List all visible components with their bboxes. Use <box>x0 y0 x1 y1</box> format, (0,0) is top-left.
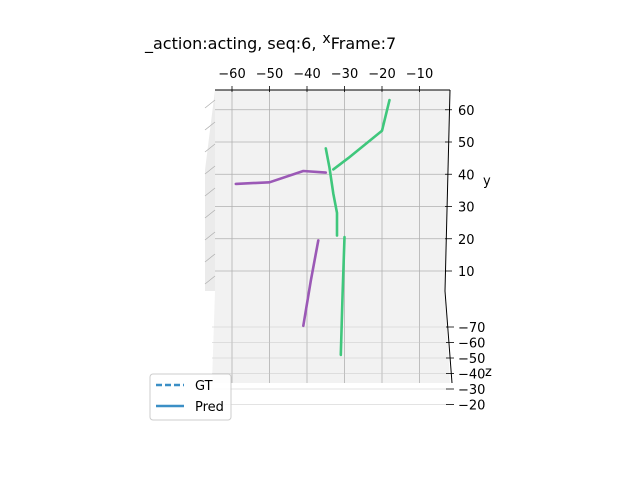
y-tick-label: 60 <box>458 104 475 119</box>
y-axis-label: y <box>483 174 491 189</box>
chart-title-text: _action:acting, seq:6, <box>145 34 317 53</box>
legend: GT Pred <box>149 373 232 421</box>
chart-title: _action:acting, seq:6, xFrame:7 <box>145 31 397 53</box>
x-tick-label: −10 <box>406 67 433 82</box>
z-axis-line <box>444 290 453 384</box>
z-tick-label: −20 <box>458 399 485 414</box>
left-pane-grid-line <box>204 253 216 263</box>
x-tick-label: −60 <box>218 67 245 82</box>
x-tick-label: −20 <box>368 67 395 82</box>
left-pane <box>205 90 215 291</box>
bone-right <box>339 235 346 357</box>
legend-gt-label: GT <box>195 379 213 394</box>
axes: −60 −50 −40 −30 −20 −10102030405060−70−60−50−… <box>215 67 485 414</box>
z-tick-label: −70 <box>458 321 485 336</box>
y-axis-line <box>444 89 451 292</box>
bone-left <box>234 169 328 186</box>
y-tick-label: 30 <box>458 201 475 216</box>
chart-title-frame: Frame:7 <box>330 34 397 53</box>
bone-left <box>301 239 320 328</box>
z-tick-label: −30 <box>458 383 485 398</box>
z-tick-label: −40 <box>458 368 485 383</box>
x-axis-marker: x <box>322 31 331 47</box>
left-pane-grid-line <box>204 121 216 131</box>
y-tick-label: 10 <box>458 265 475 280</box>
skeleton-series <box>234 98 391 357</box>
left-pane-grid-line <box>204 143 216 153</box>
bone-right <box>324 147 339 237</box>
left-pane-grid-line <box>204 165 216 175</box>
z-tick-label: −60 <box>458 337 485 352</box>
y-tick-label: 40 <box>458 168 475 183</box>
floor-pane <box>212 291 450 383</box>
z-tick-label: −50 <box>458 352 485 367</box>
left-pane-grid-line <box>204 187 216 197</box>
left-pane-grid-line <box>204 275 216 285</box>
bone-right <box>331 98 391 171</box>
legend-pred-label: Pred <box>195 400 224 415</box>
x-tick-label: −30 <box>331 67 358 82</box>
y-tick-label: 50 <box>458 136 475 151</box>
left-pane-grid-line <box>204 99 216 109</box>
left-pane-grid-line <box>204 209 216 219</box>
left-pane-grid-line <box>204 231 216 241</box>
y-tick-label: 20 <box>458 233 475 248</box>
z-axis-label: z <box>485 365 492 380</box>
x-tick-label: −40 <box>293 67 320 82</box>
x-tick-label: −50 <box>256 67 283 82</box>
